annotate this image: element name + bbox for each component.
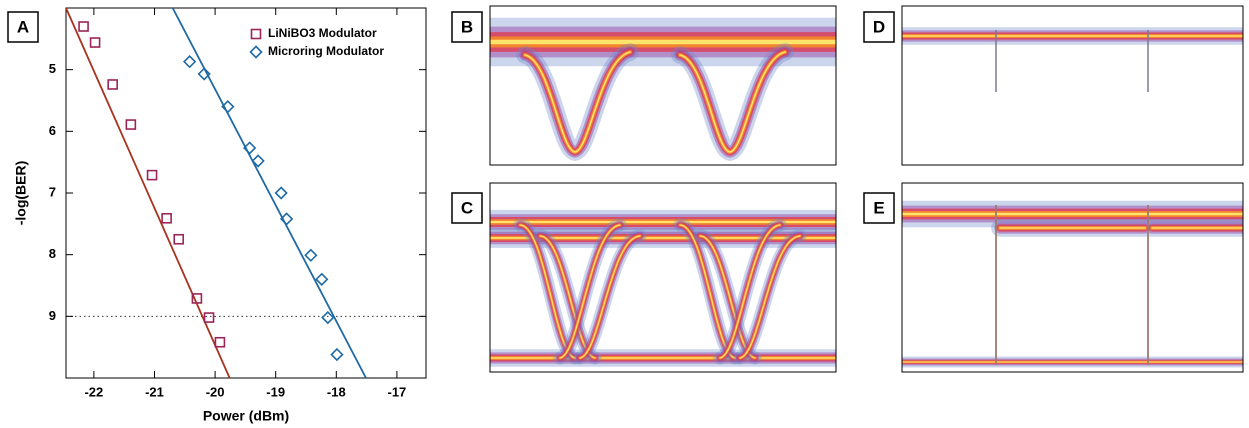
data-point <box>279 212 294 226</box>
panel-label-box <box>863 11 895 43</box>
x-tick-label: -19 <box>266 384 285 399</box>
fit-line <box>66 8 231 378</box>
panel-label-box <box>451 192 483 224</box>
legend-label: LiNiBO3 Modulator <box>268 26 377 40</box>
data-point <box>274 186 288 200</box>
eye-frame <box>489 182 837 373</box>
legend-label: Microring Modulator <box>268 44 384 58</box>
data-point <box>315 272 329 286</box>
eye-frame <box>489 5 837 166</box>
data-point <box>251 154 265 168</box>
panel-label: C <box>461 198 473 217</box>
data-point <box>161 212 172 224</box>
y-tick-label: 8 <box>49 246 56 261</box>
data-point <box>78 21 89 32</box>
eye-panel <box>490 17 836 161</box>
panel-label: A <box>17 17 29 36</box>
x-tick-label: -21 <box>145 384 164 399</box>
eye-trace <box>559 224 621 359</box>
data-point <box>146 169 158 181</box>
x-tick-label: -22 <box>84 384 103 399</box>
panel-label-box <box>7 11 39 43</box>
data-point <box>125 119 137 130</box>
fit-line <box>171 8 367 378</box>
data-point <box>191 293 203 304</box>
panel-label-box <box>451 11 483 43</box>
eye-trace <box>579 235 641 359</box>
eye-trace <box>719 224 781 359</box>
y-tick-label: 6 <box>49 123 56 138</box>
data-point <box>304 248 318 262</box>
eye-panel <box>902 200 1243 368</box>
eye-trace <box>679 51 786 153</box>
data-point <box>197 67 211 81</box>
plot-area <box>66 8 426 378</box>
x-tick-label: -20 <box>206 384 225 399</box>
eye-panel <box>902 27 1243 92</box>
y-tick-label: 7 <box>49 184 56 199</box>
legend-marker <box>249 45 263 59</box>
data-point <box>107 79 118 90</box>
x-tick-label: -18 <box>327 384 346 399</box>
eye-trace <box>739 235 801 359</box>
y-axis-label: -log(BER) <box>13 161 29 226</box>
data-point <box>221 100 235 114</box>
eye-frame <box>901 182 1244 373</box>
data-point <box>203 312 215 323</box>
y-tick-label: 9 <box>49 308 56 323</box>
eye-diagrams <box>490 17 1243 368</box>
x-tick-label: -17 <box>388 384 407 399</box>
data-point <box>183 55 197 69</box>
data-point <box>173 233 185 245</box>
x-axis-label: Power (dBm) <box>203 408 289 424</box>
legend-marker <box>250 28 262 40</box>
eye-panel <box>490 209 836 367</box>
eye-frame <box>901 5 1244 166</box>
panel-label: B <box>461 17 473 36</box>
data-point <box>214 336 226 348</box>
panel-label: E <box>873 198 884 217</box>
data-point <box>89 37 101 48</box>
data-point <box>321 310 335 325</box>
plot-frame <box>65 7 427 379</box>
data-point <box>330 347 344 362</box>
panel-label: D <box>873 17 885 36</box>
y-tick-label: 5 <box>49 61 56 76</box>
eye-trace <box>524 51 631 153</box>
data-point <box>243 141 257 155</box>
panel-label-box <box>863 192 895 224</box>
